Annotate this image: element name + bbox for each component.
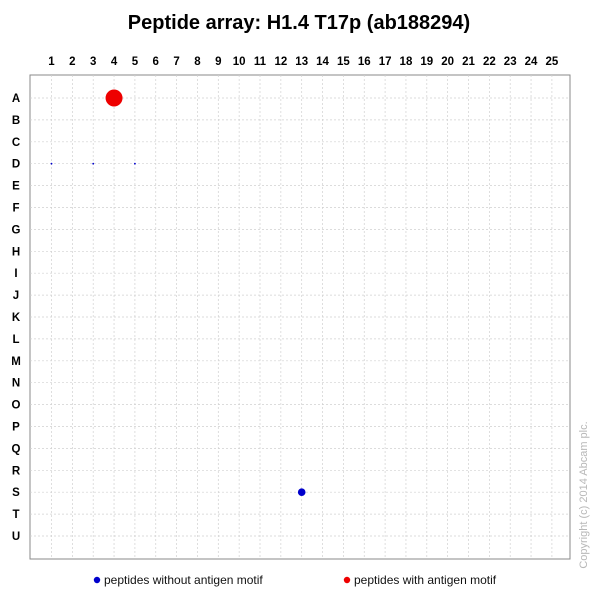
x-tick-label: 8 (194, 56, 201, 68)
x-tick-label: 22 (483, 56, 496, 68)
x-tick-label: 10 (233, 56, 246, 68)
chart-title: Peptide array: H1.4 T17p (ab188294) (128, 12, 470, 34)
y-tick-label: D (12, 159, 20, 171)
x-tick-label: 11 (254, 56, 267, 68)
data-point-without-motif (92, 162, 95, 165)
x-tick-label: 5 (132, 56, 139, 68)
x-tick-label: 24 (525, 56, 538, 68)
y-tick-label: F (12, 203, 19, 215)
x-tick-label: 13 (295, 56, 308, 68)
y-tick-label: M (11, 356, 21, 368)
y-tick-label: L (12, 334, 19, 346)
data-point-without-motif (50, 162, 53, 165)
y-tick-label: K (12, 312, 21, 324)
x-tick-label: 12 (274, 56, 287, 68)
legend-marker (343, 576, 351, 584)
x-tick-label: 20 (441, 56, 454, 68)
grid-lines (30, 75, 570, 559)
x-tick-label: 4 (111, 56, 118, 68)
y-tick-label: O (12, 400, 21, 412)
y-tick-label: P (12, 422, 20, 434)
x-tick-labels: 1 2 3 4 5 6 7 8 9 10 11 12 13 14 15 16 17 18 19 20 21 22 23 24 2… (48, 56, 559, 68)
legend-marker (93, 576, 101, 584)
y-tick-label: C (12, 137, 20, 149)
y-tick-label: B (12, 115, 20, 127)
x-tick-label: 17 (379, 56, 392, 68)
copyright-text: Copyright (c) 2014 Abcam plc. (578, 421, 590, 568)
legend-label: peptides without antigen motif (104, 573, 263, 587)
data-point-without-motif (134, 162, 136, 165)
y-tick-label: T (12, 509, 19, 521)
x-tick-label: 7 (173, 56, 179, 68)
y-tick-label: A (12, 93, 20, 105)
y-tick-label: J (13, 290, 19, 302)
data-point-without-motif (297, 488, 306, 497)
y-tick-label: H (12, 246, 20, 258)
y-tick-label: Q (12, 443, 21, 455)
x-tick-label: 6 (153, 56, 159, 68)
x-tick-label: 19 (420, 56, 433, 68)
x-tick-label: 1 (48, 56, 55, 68)
data-points (50, 89, 306, 497)
x-tick-label: 18 (400, 56, 413, 68)
x-tick-label: 2 (69, 56, 75, 68)
data-point-with-motif (105, 89, 123, 107)
y-tick-label: U (12, 531, 20, 543)
x-tick-label: 3 (90, 56, 96, 68)
y-tick-label: E (12, 181, 20, 193)
y-tick-label: R (12, 465, 21, 477)
x-tick-label: 23 (504, 56, 517, 68)
x-tick-label: 21 (462, 56, 475, 68)
y-tick-label: N (12, 378, 20, 390)
x-tick-label: 16 (358, 56, 371, 68)
y-tick-label: S (12, 487, 20, 499)
x-tick-label: 15 (337, 56, 350, 68)
x-tick-label: 25 (546, 56, 559, 68)
y-tick-label: I (14, 268, 17, 280)
y-tick-label: G (12, 224, 21, 236)
x-tick-label: 14 (316, 56, 329, 68)
x-tick-label: 9 (215, 56, 221, 68)
legend-label: peptides with antigen motif (354, 573, 497, 587)
legend: peptides without antigen motif peptides w… (93, 573, 497, 587)
